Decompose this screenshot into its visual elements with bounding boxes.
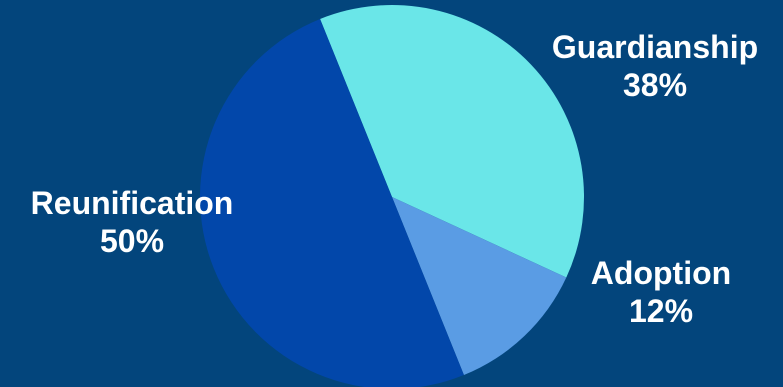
label-reunification-percent: 50% <box>99 223 165 259</box>
label-guardianship-name: Guardianship <box>551 29 759 65</box>
pie-slice-reunification <box>200 18 464 387</box>
label-reunification-name: Reunification <box>30 185 234 221</box>
label-guardianship-percent: 38% <box>622 67 688 103</box>
pie-slice-adoption <box>392 197 567 376</box>
label-reunification: Reunification 50% <box>2 184 262 260</box>
label-adoption: Adoption 12% <box>566 254 756 330</box>
label-adoption-percent: 12% <box>628 293 694 329</box>
label-adoption-name: Adoption <box>590 255 732 291</box>
label-guardianship: Guardianship 38% <box>530 28 780 104</box>
pie-slice-guardianship <box>320 4 584 278</box>
